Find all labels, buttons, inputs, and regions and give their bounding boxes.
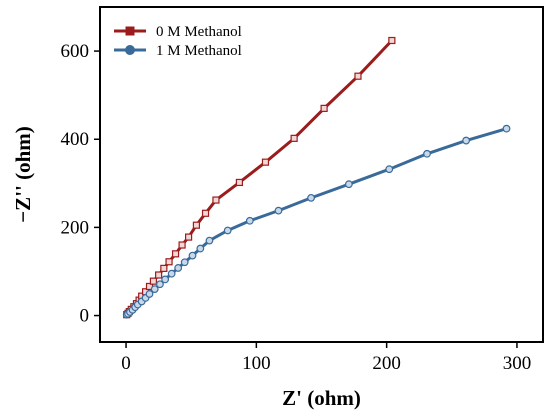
data-point (274, 206, 283, 215)
y-tick-label: 0 (80, 306, 90, 327)
series-line (125, 127, 507, 316)
data-point (235, 178, 244, 187)
x-tick-label: 200 (372, 353, 401, 374)
y-tick-label: 600 (61, 41, 90, 62)
legend-entry: 0 M Methanol (114, 24, 242, 40)
data-point (174, 264, 183, 272)
data-point (307, 193, 315, 202)
data-point (385, 165, 394, 174)
data-point (150, 285, 159, 294)
data-point (462, 136, 471, 145)
data-point (212, 196, 220, 204)
data-point (188, 251, 197, 260)
data-point (354, 72, 362, 80)
data-point (180, 258, 189, 267)
axis-ticks: 0 100 200 300 0 200 400 600 (61, 41, 532, 374)
data-point (245, 216, 254, 225)
legend: 0 M Methanol 1 M Methanol (114, 24, 242, 59)
legend-marker (125, 45, 135, 55)
data-point (388, 36, 396, 45)
data-point (502, 124, 511, 133)
data-point (344, 180, 353, 189)
x-axis-title: Z' (ohm) (282, 386, 361, 410)
data-point (160, 264, 168, 272)
series-line (125, 39, 393, 316)
data-point (171, 250, 180, 258)
data-point (178, 241, 186, 249)
data-point (196, 244, 205, 253)
data-point (156, 280, 164, 289)
data-point (261, 158, 270, 166)
y-tick-label: 200 (61, 217, 90, 238)
data-point (201, 209, 210, 217)
series-layer (122, 36, 511, 319)
data-point (149, 277, 158, 285)
data-point (290, 134, 298, 142)
y-axis-title: −Z'' (ohm) (11, 126, 35, 223)
y-tick-label: 400 (61, 129, 90, 150)
legend-label: 1 M Methanol (156, 43, 242, 59)
x-tick-label: 100 (242, 353, 271, 374)
series-2 (122, 124, 511, 319)
data-point (423, 149, 431, 158)
data-point (185, 233, 193, 241)
data-point (155, 271, 163, 279)
plot-frame (99, 6, 544, 343)
x-tick-label: 300 (503, 353, 532, 374)
data-point (223, 226, 232, 235)
data-point (161, 275, 170, 284)
data-point (167, 269, 176, 278)
data-point (320, 104, 328, 112)
data-point (165, 258, 173, 266)
legend-entry: 1 M Methanol (114, 43, 242, 59)
data-point (145, 290, 154, 298)
data-point (192, 221, 201, 229)
data-point (205, 236, 214, 245)
legend-marker (125, 26, 135, 36)
x-tick-label: 0 (121, 353, 131, 374)
legend-label: 0 M Methanol (156, 24, 242, 40)
